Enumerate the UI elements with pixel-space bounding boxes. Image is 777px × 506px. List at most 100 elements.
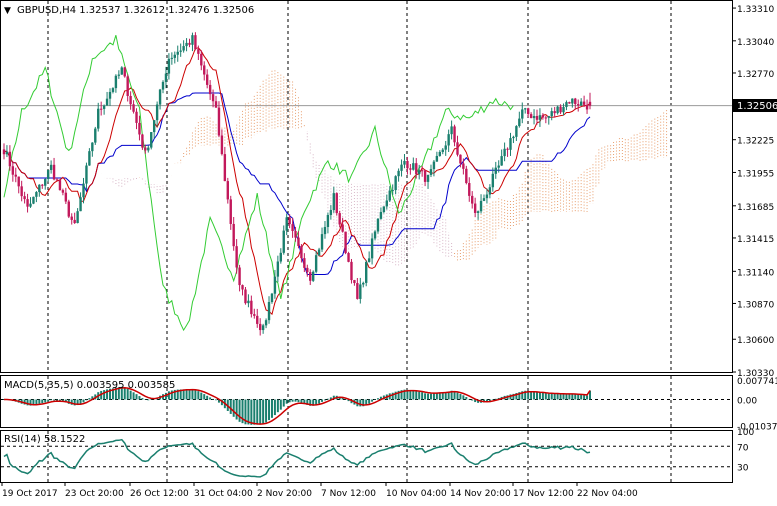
candle-body: [309, 272, 312, 281]
candle-body: [58, 180, 62, 191]
macd-label: MACD(5,35,5) 0.003595 0.003585: [4, 380, 175, 391]
rsi-line: [3, 438, 591, 478]
macd-bar: [332, 395, 335, 400]
macd-bar: [303, 399, 306, 405]
candle-body: [158, 89, 162, 105]
candle-body: [423, 170, 427, 182]
price-tick-label: 1.31685: [737, 203, 774, 213]
macd-bar: [589, 390, 591, 400]
candle-body: [8, 151, 12, 167]
candle-body: [191, 35, 194, 45]
candle-body: [179, 50, 182, 52]
macd-bar: [447, 391, 450, 400]
candle-body: [82, 183, 85, 198]
candle-body: [35, 192, 38, 197]
candle-body: [435, 155, 439, 162]
candle-body: [144, 147, 147, 151]
price-tick-label: 1.31415: [737, 235, 774, 245]
candle-body: [288, 217, 291, 225]
macd-bar: [56, 399, 59, 401]
macd-bar: [114, 387, 117, 400]
macd-bar: [79, 399, 82, 404]
candle-body: [197, 49, 200, 54]
candle-body: [409, 168, 412, 170]
candle-body: [382, 206, 386, 212]
macd-bar: [50, 399, 53, 401]
candle-body: [155, 104, 159, 121]
candle-body: [577, 104, 580, 106]
candle-body: [273, 276, 277, 294]
candle-body: [526, 108, 530, 115]
macd-bar: [279, 399, 282, 410]
macd-bar: [485, 399, 488, 402]
candle-body: [23, 196, 26, 200]
macd-bar: [559, 394, 562, 400]
candle-body: [497, 165, 500, 168]
candle-body: [135, 111, 138, 123]
candle-body: [317, 249, 321, 256]
candle-body: [297, 237, 300, 247]
rsi-label: RSI(14) 58.1522: [4, 434, 85, 445]
price-tick-label: 1.30330: [737, 369, 774, 379]
candle-body: [535, 116, 539, 120]
macd-bar: [435, 392, 438, 400]
candle-body: [194, 35, 197, 50]
macd-bar: [103, 390, 106, 400]
candle-body: [76, 211, 79, 224]
candle-body: [403, 160, 406, 165]
candle-body: [476, 211, 480, 213]
candle-body: [335, 193, 338, 214]
macd-bar: [444, 392, 447, 400]
macd-bar: [285, 399, 288, 404]
kijun-sen-line: [4, 92, 591, 275]
macd-bar: [488, 399, 491, 402]
macd-bar: [23, 399, 26, 405]
candle-body: [370, 238, 374, 259]
macd-bar: [220, 399, 223, 406]
rsi-panel-frame: [0, 430, 733, 483]
macd-bar: [209, 397, 212, 400]
macd-tick-label: 0.00: [737, 397, 757, 407]
time-tick-label: 23 Oct 20:00: [65, 489, 124, 499]
candle-body: [279, 252, 283, 262]
macd-bar: [123, 387, 126, 400]
candle-body: [185, 42, 188, 47]
candle-body: [338, 213, 341, 225]
candle-body: [432, 161, 436, 170]
macd-bar: [150, 399, 153, 400]
candle-body: [256, 315, 259, 324]
macd-bar: [468, 398, 471, 400]
candle-body: [326, 214, 330, 227]
candle-body: [223, 154, 227, 182]
macd-bar: [474, 399, 477, 403]
candle-body: [585, 104, 589, 110]
symbol-header: GBPUSD,H4 1.32537 1.32612 1.32476 1.3250…: [17, 5, 254, 16]
macd-bar: [235, 399, 238, 420]
time-tick-label: 7 Nov 12:00: [321, 489, 376, 499]
macd-tick-label: -0.010375: [737, 422, 777, 432]
candle-body: [524, 108, 527, 110]
macd-bar: [362, 399, 365, 407]
main-panel-frame: [0, 0, 733, 373]
candle-body: [500, 156, 503, 166]
symbol-dropdown-icon[interactable]: ▼: [4, 6, 11, 16]
candle-body: [29, 203, 32, 207]
candle-body: [565, 102, 568, 108]
candle-body: [447, 134, 450, 146]
candle-body: [44, 178, 47, 186]
candle-body: [214, 101, 218, 108]
macd-bar: [359, 399, 362, 407]
candle-body: [571, 98, 574, 104]
macd-bar: [323, 399, 326, 401]
candle-body: [482, 198, 486, 201]
candle-body: [485, 194, 489, 199]
price-axis: 1.30330 1.30600 1.30870 1.31140 1.31415 1.316…: [732, 5, 777, 474]
candle-body: [94, 128, 97, 143]
candle-body: [303, 258, 306, 268]
candle-body: [547, 116, 550, 118]
macd-bar: [530, 391, 533, 400]
candle-body: [208, 84, 212, 95]
macd-bar: [412, 390, 415, 400]
